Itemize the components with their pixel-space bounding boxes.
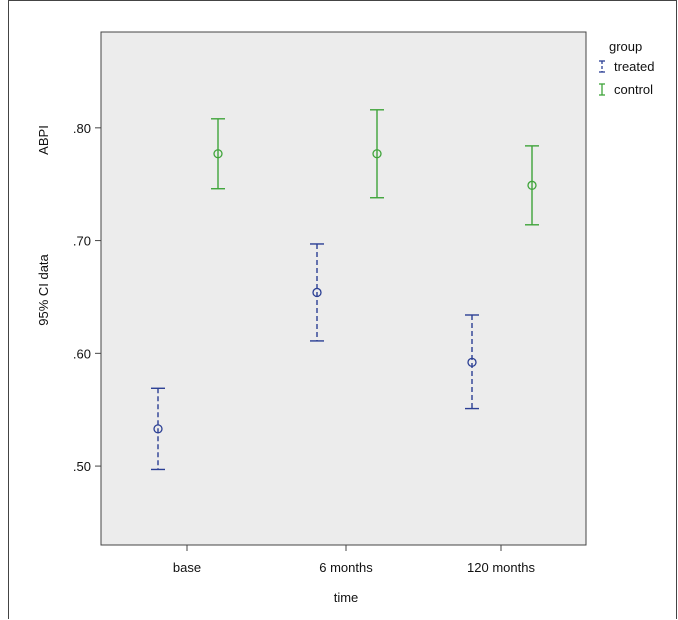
legend-label: control xyxy=(614,82,653,97)
treated-legend-symbol xyxy=(599,60,605,73)
legend-entries: treated control xyxy=(599,59,654,97)
y-axis-label-secondary: 95% CI data xyxy=(36,253,51,325)
data-marks xyxy=(151,109,539,471)
x-axis-ticks: base 6 months 120 months xyxy=(173,545,535,575)
x-tick-label: base xyxy=(173,560,201,575)
treated-mean-point xyxy=(312,287,322,298)
plot-area xyxy=(100,31,587,546)
x-tick-label: 120 months xyxy=(467,560,535,575)
x-axis-label: time xyxy=(334,590,359,605)
legend-title: group xyxy=(609,39,642,54)
y-axis-ticks: .50 .60 .70 .80 xyxy=(73,121,101,474)
legend-label: treated xyxy=(614,59,654,74)
legend-entry-treated: treated xyxy=(599,59,654,74)
control-mean-point xyxy=(527,180,537,190)
treated-mean-point xyxy=(153,424,163,434)
legend-entry-control: control xyxy=(599,82,653,97)
control-legend-symbol xyxy=(599,83,605,96)
y-tick-label: .80 xyxy=(73,121,91,136)
y-tick-label: .70 xyxy=(73,234,91,249)
y-tick-label: .50 xyxy=(73,459,91,474)
figure-frame xyxy=(8,0,677,619)
control-mean-point xyxy=(213,149,223,159)
y-tick-label: .60 xyxy=(73,346,91,361)
legend: group treated control xyxy=(599,39,654,97)
y-axis-label-primary: ABPI xyxy=(36,125,51,155)
x-tick-label: 6 months xyxy=(319,560,373,575)
control-mean-point xyxy=(372,149,382,159)
treated-mean-point xyxy=(467,357,477,367)
